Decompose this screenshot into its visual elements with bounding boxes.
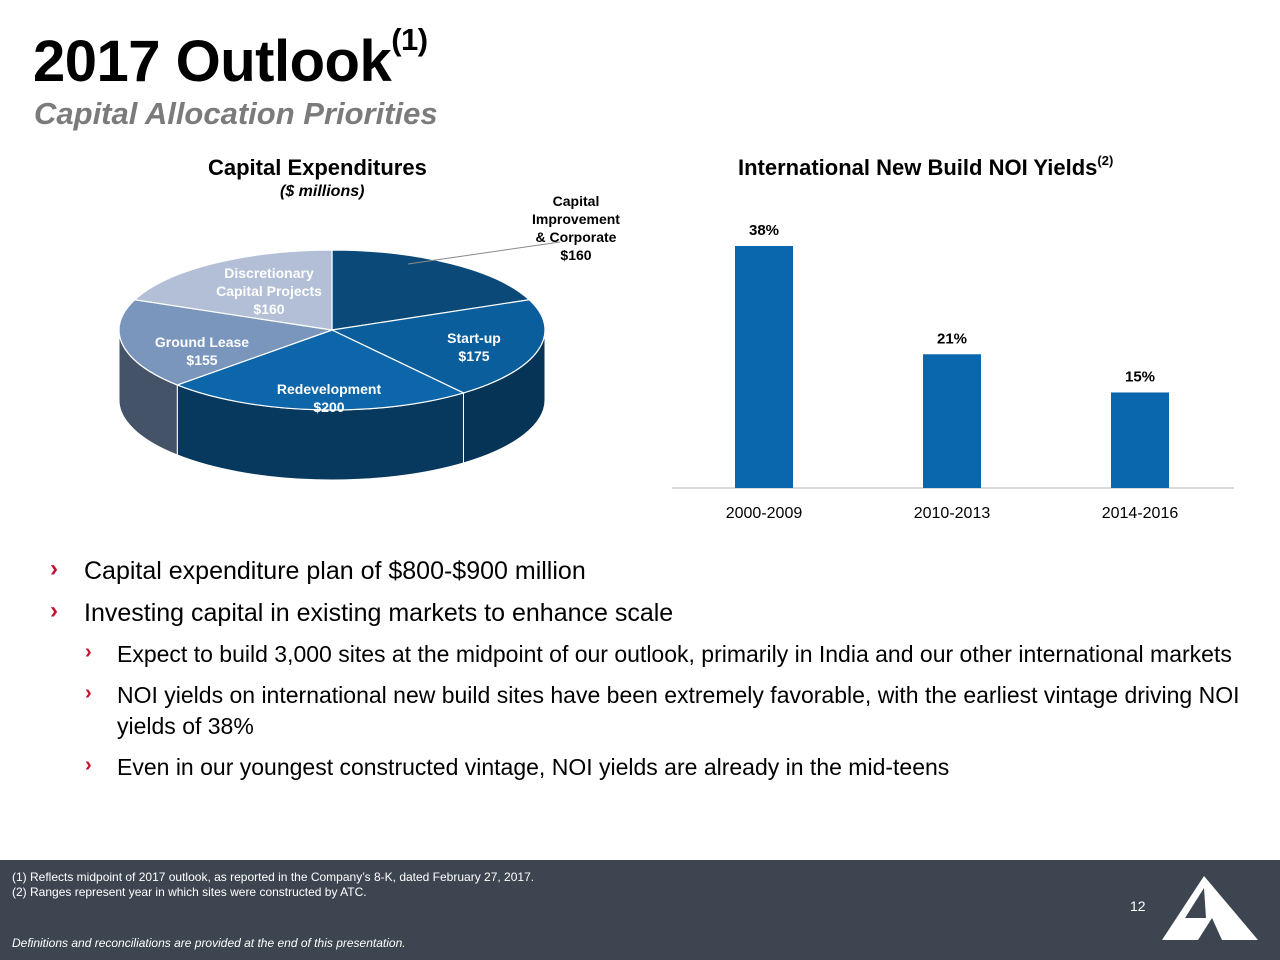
bar	[735, 246, 793, 488]
bar-value-label: 38%	[749, 222, 779, 239]
sub-bullet-arrow-icon: ›	[85, 682, 92, 704]
bullet-item: › Investing capital in existing markets t…	[50, 597, 1260, 629]
slice-label-startup: Start-up $175	[428, 329, 520, 365]
bar-chart-title: International New Build NOI Yields(2)	[738, 153, 1114, 181]
title-footnote-ref: (1)	[391, 22, 428, 57]
pie-chart-depth	[118, 329, 546, 481]
sub-bullet-text: NOI yields on international new build si…	[117, 682, 1240, 739]
pie-chart-title: Capital Expenditures	[208, 155, 427, 180]
label-value: $200	[313, 399, 345, 415]
pie-slice	[118, 299, 333, 386]
label-line: Capital Projects	[216, 283, 322, 299]
page-title: 2017 Outlook(1)	[33, 22, 428, 95]
x-tick-label: 2014-2016	[1102, 505, 1179, 522]
label-line: Discretionary	[224, 265, 314, 281]
x-tick-label: 2000-2009	[726, 505, 803, 522]
bullet-arrow-icon: ›	[50, 597, 58, 624]
pie-chart	[118, 249, 546, 481]
bullet-list: › Capital expenditure plan of $800-$900 m…	[50, 555, 1260, 793]
label-line: Improvement	[532, 211, 620, 227]
footnote-1: (1) Reflects midpoint of 2017 outlook, a…	[12, 870, 535, 884]
slice-label-discretionary: Discretionary Capital Projects $160	[205, 264, 333, 318]
sub-bullet-item: › Expect to build 3,000 sites at the midp…	[50, 639, 1260, 670]
sub-bullet-item: › Even in our youngest constructed vintag…	[50, 752, 1260, 783]
sub-bullet-item: › NOI yields on international new build s…	[50, 680, 1260, 742]
bar-value-label: 15%	[1125, 368, 1155, 385]
label-value: $160	[253, 301, 285, 317]
pie-slice	[133, 249, 333, 331]
bar	[1111, 392, 1169, 488]
label-line: Capital	[552, 193, 600, 209]
bar	[923, 354, 981, 488]
slice-label-ground-lease: Ground Lease $155	[140, 333, 264, 369]
label-value: $160	[560, 247, 592, 263]
sub-bullet-arrow-icon: ›	[85, 754, 92, 776]
bar-chart: 38% 2000-2009 21% 2010-2013 15% 2014-2016	[672, 222, 1234, 522]
label-value: $155	[186, 352, 218, 368]
pie-slice	[175, 329, 466, 411]
page-subtitle: Capital Allocation Priorities	[34, 96, 438, 131]
slice-label-redevelopment: Redevelopment $200	[262, 380, 396, 416]
label-line: & Corporate	[535, 229, 617, 245]
sub-bullet-text: Expect to build 3,000 sites at the midpo…	[117, 641, 1232, 667]
pie-slice	[331, 249, 531, 331]
sub-bullet-arrow-icon: ›	[85, 641, 92, 663]
company-logo-icon	[1162, 876, 1258, 940]
page-number: 12	[1130, 898, 1146, 914]
disclaimer: Definitions and reconciliations are prov…	[12, 936, 406, 950]
label-line: Ground Lease	[154, 334, 250, 350]
callout-line	[407, 241, 561, 265]
bar-chart-title-text: International New Build NOI Yields	[738, 155, 1098, 180]
bar-title-footnote-ref: (2)	[1097, 153, 1114, 168]
pie-chart-unit: ($ millions)	[280, 183, 365, 200]
footnote-2: (2) Ranges represent year in which sites…	[12, 885, 367, 899]
slice-label-capital-improvement: Capital Improvement & Corporate $160	[520, 192, 632, 264]
pie-chart-top	[118, 249, 546, 411]
bullet-arrow-icon: ›	[50, 555, 58, 582]
sub-bullet-text: Even in our youngest constructed vintage…	[117, 754, 950, 780]
pie-slice	[329, 299, 546, 394]
label-value: $175	[458, 348, 490, 364]
bar-value-label: 21%	[937, 330, 967, 347]
label-line: Start-up	[447, 330, 501, 346]
x-tick-label: 2010-2013	[914, 505, 991, 522]
label-line: Redevelopment	[276, 381, 382, 397]
bullet-text: Capital expenditure plan of $800-$900 mi…	[84, 557, 586, 585]
bullet-text: Investing capital in existing markets to…	[84, 599, 674, 627]
footer-bar: (1) Reflects midpoint of 2017 outlook, a…	[0, 860, 1280, 960]
title-text: 2017 Outlook	[33, 29, 392, 94]
bullet-item: › Capital expenditure plan of $800-$900 m…	[50, 555, 1260, 587]
